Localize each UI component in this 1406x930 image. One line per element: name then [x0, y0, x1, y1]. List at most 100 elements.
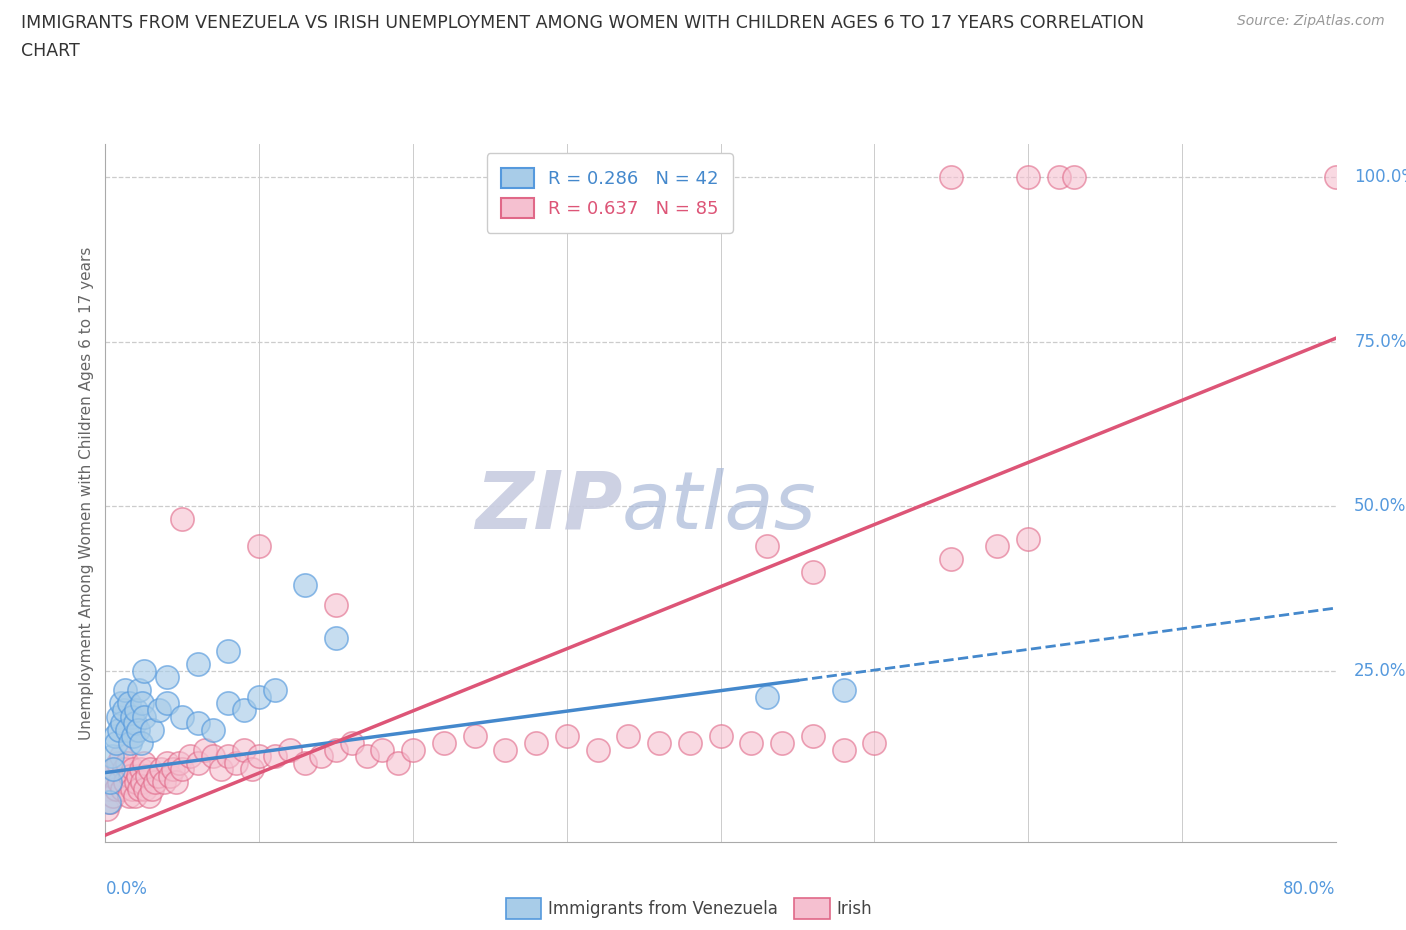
- Point: [156, 755, 179, 770]
- Point: [125, 702, 148, 717]
- Point: [586, 742, 609, 757]
- Text: 25.0%: 25.0%: [1354, 661, 1406, 680]
- Point: [105, 781, 128, 796]
- Point: [986, 538, 1008, 553]
- Point: [124, 788, 146, 803]
- Point: [128, 683, 150, 698]
- Point: [832, 742, 855, 757]
- Point: [209, 762, 232, 777]
- Point: [801, 565, 824, 579]
- Text: IMMIGRANTS FROM VENEZUELA VS IRISH UNEMPLOYMENT AMONG WOMEN WITH CHILDREN AGES 6: IMMIGRANTS FROM VENEZUELA VS IRISH UNEMP…: [21, 14, 1144, 32]
- Point: [263, 683, 285, 698]
- Point: [101, 762, 124, 777]
- Point: [132, 755, 155, 770]
- Point: [433, 736, 456, 751]
- Text: 80.0%: 80.0%: [1284, 880, 1336, 898]
- Point: [225, 755, 247, 770]
- Point: [863, 736, 886, 751]
- Point: [132, 663, 155, 678]
- Point: [232, 742, 254, 757]
- Point: [202, 723, 225, 737]
- Point: [832, 683, 855, 698]
- Point: [263, 749, 285, 764]
- Point: [617, 729, 640, 744]
- Point: [801, 729, 824, 744]
- Point: [111, 781, 134, 796]
- Point: [100, 768, 122, 783]
- Point: [97, 795, 120, 810]
- Point: [278, 742, 301, 757]
- Point: [402, 742, 425, 757]
- Text: Immigrants from Venezuela: Immigrants from Venezuela: [548, 899, 778, 918]
- Point: [325, 742, 347, 757]
- Legend: R = 0.286   N = 42, R = 0.637   N = 85: R = 0.286 N = 42, R = 0.637 N = 85: [486, 153, 733, 232]
- Point: [112, 762, 135, 777]
- Point: [110, 749, 132, 764]
- Point: [187, 657, 209, 671]
- Y-axis label: Unemployment Among Women with Children Ages 6 to 17 years: Unemployment Among Women with Children A…: [79, 246, 94, 739]
- Point: [129, 736, 152, 751]
- Point: [156, 696, 179, 711]
- Point: [127, 768, 149, 783]
- Point: [218, 644, 240, 658]
- Text: ZIP: ZIP: [475, 468, 621, 546]
- Point: [1047, 169, 1070, 184]
- Point: [770, 736, 793, 751]
- Point: [162, 762, 184, 777]
- Point: [387, 755, 409, 770]
- Point: [194, 742, 217, 757]
- Point: [740, 736, 762, 751]
- Point: [149, 762, 172, 777]
- Text: 0.0%: 0.0%: [105, 880, 148, 898]
- Point: [172, 710, 194, 724]
- Point: [1017, 169, 1039, 184]
- Point: [247, 749, 270, 764]
- Text: Source: ZipAtlas.com: Source: ZipAtlas.com: [1237, 14, 1385, 28]
- Point: [131, 696, 153, 711]
- Point: [100, 749, 122, 764]
- Point: [117, 788, 139, 803]
- Point: [107, 710, 129, 724]
- Point: [232, 702, 254, 717]
- Point: [524, 736, 547, 751]
- Point: [127, 723, 149, 737]
- Text: atlas: atlas: [621, 468, 817, 546]
- Point: [97, 781, 120, 796]
- Point: [169, 755, 191, 770]
- Point: [371, 742, 394, 757]
- Point: [1017, 532, 1039, 547]
- Point: [159, 768, 181, 783]
- Point: [115, 755, 138, 770]
- Point: [120, 736, 141, 751]
- Point: [115, 723, 138, 737]
- Point: [141, 723, 163, 737]
- Point: [111, 716, 134, 731]
- Point: [136, 768, 159, 783]
- Point: [112, 702, 135, 717]
- Point: [679, 736, 702, 751]
- Text: 100.0%: 100.0%: [1354, 168, 1406, 186]
- Point: [356, 749, 378, 764]
- Point: [1063, 169, 1085, 184]
- Point: [122, 762, 145, 777]
- Point: [710, 729, 733, 744]
- Point: [325, 631, 347, 645]
- Text: 50.0%: 50.0%: [1354, 497, 1406, 515]
- Point: [124, 716, 146, 731]
- Point: [156, 670, 179, 684]
- Point: [165, 775, 187, 790]
- Point: [105, 736, 128, 751]
- Point: [143, 775, 166, 790]
- Point: [122, 729, 145, 744]
- Point: [139, 762, 162, 777]
- Point: [114, 683, 136, 698]
- Point: [309, 749, 332, 764]
- Point: [1324, 169, 1347, 184]
- Point: [294, 755, 316, 770]
- Point: [146, 768, 169, 783]
- Point: [187, 755, 209, 770]
- Point: [125, 775, 148, 790]
- Point: [131, 775, 153, 790]
- Point: [98, 775, 121, 790]
- Point: [148, 702, 170, 717]
